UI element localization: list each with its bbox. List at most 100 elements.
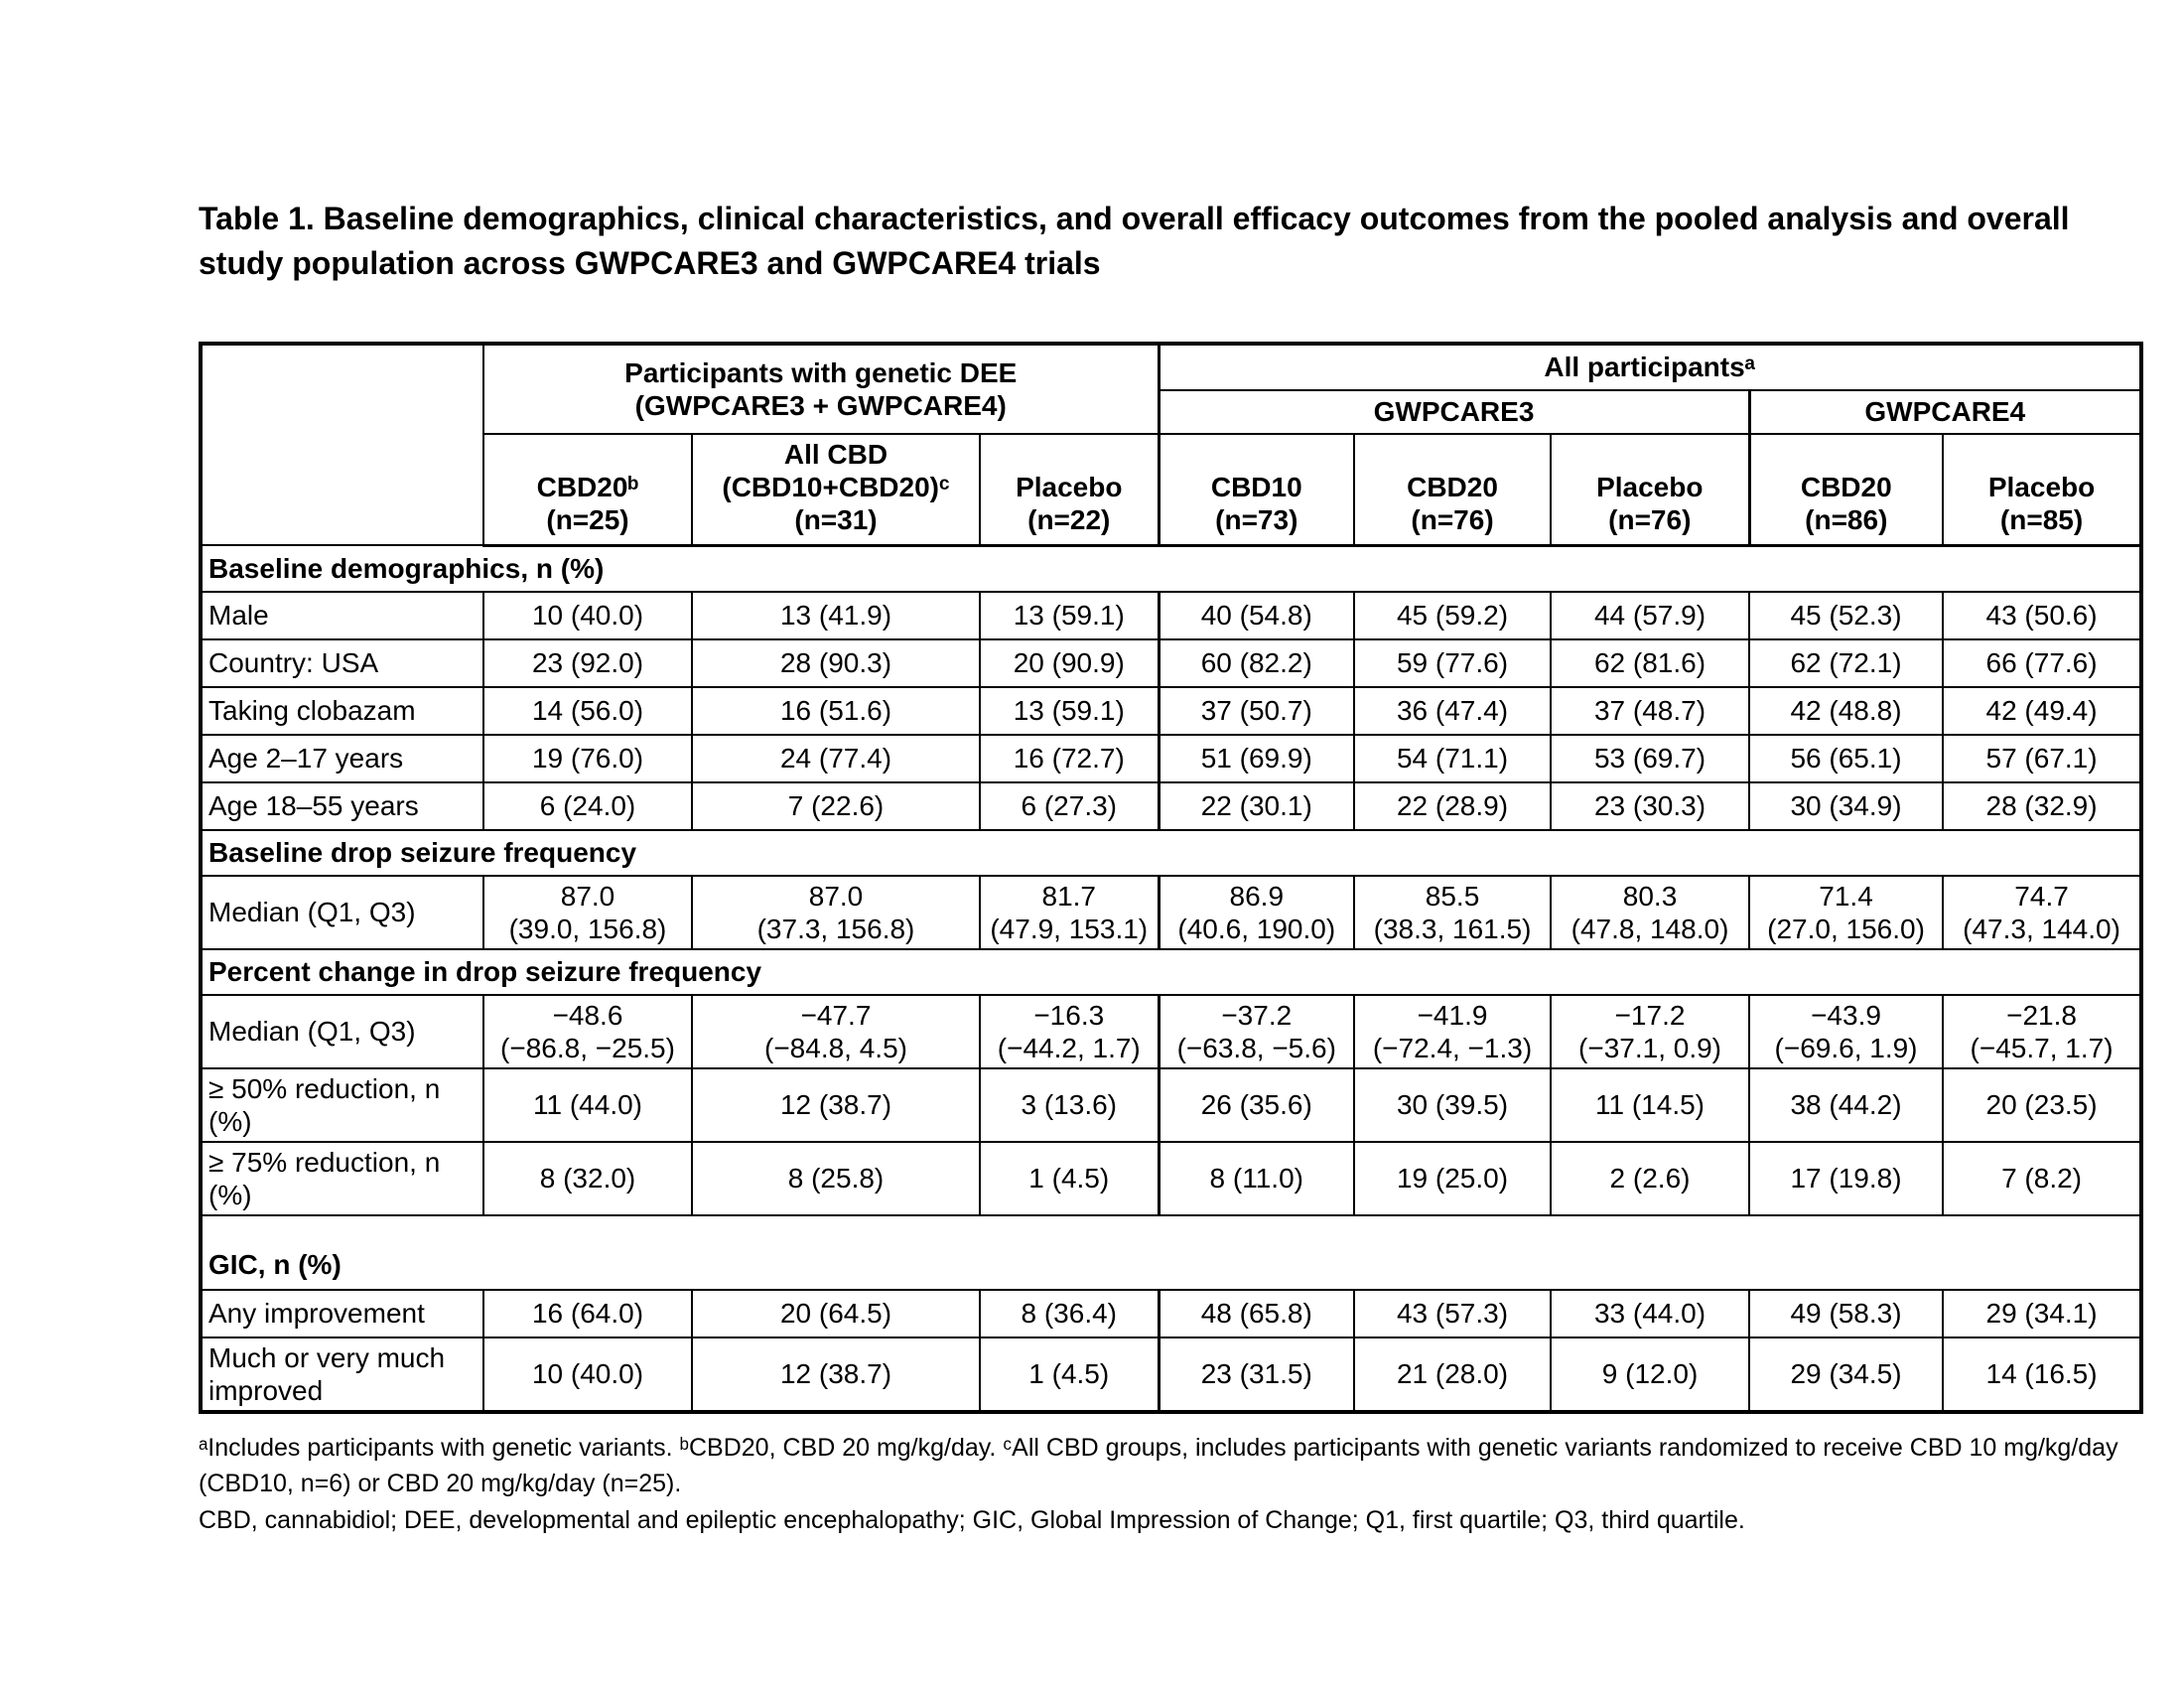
table-row: Age 2–17 years 19 (76.0) 24 (77.4) 16 (72.7… <box>200 733 2143 783</box>
value-cell: 8 (36.4) <box>978 1288 1160 1338</box>
value-cell: 59 (77.6) <box>1353 637 1553 688</box>
value-cell: 30 (34.9) <box>1748 780 1945 831</box>
value-cell: 30 (39.5) <box>1353 1066 1553 1143</box>
row-label: Age 2–17 years <box>200 733 484 783</box>
value-cell: 1 (4.5) <box>978 1336 1160 1414</box>
value-cell: 19 (25.0) <box>1353 1140 1553 1216</box>
value-cell: 11 (14.5) <box>1550 1066 1751 1143</box>
value-cell: 87.0 (37.3, 156.8) <box>691 874 981 950</box>
value-cell: 81.7 (47.9, 153.1) <box>978 874 1160 950</box>
row-label: Male <box>200 590 484 640</box>
section-title: Baseline drop seizure frequency <box>199 828 2143 877</box>
value-cell: 11 (44.0) <box>482 1066 693 1143</box>
table-row: Male 10 (40.0) 13 (41.9) 13 (59.1) 40 (54.8)… <box>200 590 2143 640</box>
table-row: ≥ 75% reduction, n (%) 8 (32.0) 8 (25.8) 1 … <box>200 1140 2143 1216</box>
value-cell: 45 (52.3) <box>1748 590 1945 640</box>
value-cell: 60 (82.2) <box>1157 637 1356 688</box>
value-cell: 56 (65.1) <box>1748 733 1945 783</box>
table-row: Taking clobazam 14 (56.0) 16 (51.6) 13 (59.… <box>200 685 2143 736</box>
header-col-arm: CBD20 (n=86) <box>1747 432 1945 547</box>
value-cell: 48 (65.8) <box>1157 1288 1356 1338</box>
table-row: Much or very much improved 10 (40.0) 12 (3… <box>200 1336 2143 1414</box>
value-cell: 33 (44.0) <box>1550 1288 1751 1338</box>
footnotes: ᵃIncludes participants with genetic vari… <box>199 1430 2159 1538</box>
value-cell: 16 (51.6) <box>691 685 981 736</box>
header-col-arm: Placebo (n=76) <box>1550 432 1751 547</box>
value-cell: 28 (90.3) <box>691 637 981 688</box>
header-col-arm: CBD10 (n=73) <box>1157 432 1356 547</box>
table-row: Median (Q1, Q3) 87.0 (39.0, 156.8) 87.0 (37.… <box>200 874 2143 950</box>
value-cell: 23 (92.0) <box>482 637 693 688</box>
row-label: ≥ 50% reduction, n (%) <box>200 1066 484 1143</box>
table-body: Baseline demographics, n (%) Male 10 (40.0… <box>199 544 2143 1414</box>
value-cell: 43 (50.6) <box>1942 590 2143 640</box>
row-label: ≥ 75% reduction, n (%) <box>200 1140 484 1216</box>
value-cell: 42 (48.8) <box>1748 685 1945 736</box>
value-cell: −37.2 (−63.8, −5.6) <box>1157 993 1356 1069</box>
section-header-row: Percent change in drop seizure frequency <box>199 947 2143 996</box>
value-cell: 62 (72.1) <box>1748 637 1945 688</box>
value-cell: 28 (32.9) <box>1942 780 2143 831</box>
value-cell: 12 (38.7) <box>691 1066 981 1143</box>
header-col-arm: CBD20 (n=76) <box>1353 432 1553 547</box>
value-cell: 12 (38.7) <box>691 1336 981 1414</box>
value-cell: 71.4 (27.0, 156.0) <box>1748 874 1945 950</box>
value-cell: 86.9 (40.6, 190.0) <box>1157 874 1356 950</box>
section-title: GIC, n (%) <box>199 1213 2143 1291</box>
value-cell: 37 (50.7) <box>1157 685 1356 736</box>
section-title: Percent change in drop seizure frequency <box>199 947 2143 996</box>
section-header-row: Baseline demographics, n (%) <box>199 544 2143 593</box>
value-cell: 1 (4.5) <box>978 1140 1160 1216</box>
value-cell: 87.0 (39.0, 156.8) <box>482 874 693 950</box>
header-row-arms: CBD20ᵇ (n=25) All CBD (CBD10+CBD20)ᶜ (n=31) P… <box>201 432 2143 547</box>
row-label: Median (Q1, Q3) <box>200 993 484 1069</box>
value-cell: 7 (8.2) <box>1942 1140 2143 1216</box>
value-cell: 19 (76.0) <box>482 733 693 783</box>
row-label: Much or very much improved <box>200 1336 484 1414</box>
value-cell: 6 (27.3) <box>978 780 1160 831</box>
value-cell: −41.9 (−72.4, −1.3) <box>1353 993 1553 1069</box>
value-cell: 62 (81.6) <box>1550 637 1751 688</box>
header-col-arm: CBD20ᵇ (n=25) <box>482 432 693 547</box>
value-cell: 80.3 (47.8, 148.0) <box>1550 874 1751 950</box>
value-cell: 38 (44.2) <box>1748 1066 1945 1143</box>
value-cell: 16 (72.7) <box>978 733 1160 783</box>
row-label: Age 18–55 years <box>200 780 484 831</box>
value-cell: 8 (11.0) <box>1157 1140 1356 1216</box>
table-title: Table 1. Baseline demographics, clinical… <box>199 201 2070 281</box>
header-col-arm: Placebo (n=85) <box>1942 432 2143 547</box>
section-header-row: GIC, n (%) <box>199 1213 2143 1291</box>
value-cell: 20 (90.9) <box>978 637 1160 688</box>
value-cell: 45 (59.2) <box>1353 590 1553 640</box>
value-cell: 20 (23.5) <box>1942 1066 2143 1143</box>
value-cell: 13 (59.1) <box>978 590 1160 640</box>
value-cell: 22 (28.9) <box>1353 780 1553 831</box>
value-cell: 85.5 (38.3, 161.5) <box>1353 874 1553 950</box>
value-cell: 20 (64.5) <box>691 1288 981 1338</box>
header-trial-gwpcare4: GWPCARE4 <box>1747 388 2143 435</box>
value-cell: −47.7 (−84.8, 4.5) <box>691 993 981 1069</box>
value-cell: 44 (57.9) <box>1550 590 1751 640</box>
section-title: Baseline demographics, n (%) <box>199 544 2143 593</box>
header-trial-gwpcare3: GWPCARE3 <box>1157 388 1751 435</box>
value-cell: 40 (54.8) <box>1157 590 1356 640</box>
header-row-groups: Participants with genetic DEE (GWPCARE3 +… <box>200 342 2143 547</box>
value-cell: 14 (16.5) <box>1942 1336 2143 1414</box>
table-header: Participants with genetic DEE (GWPCARE3 +… <box>200 342 2143 547</box>
data-table: Participants with genetic DEE (GWPCARE3 +… <box>199 341 2144 1414</box>
header-row-trials: GWPCARE3 GWPCARE4 <box>201 388 2143 435</box>
value-cell: 49 (58.3) <box>1748 1288 1945 1338</box>
value-cell: 10 (40.0) <box>482 1336 693 1414</box>
value-cell: 13 (41.9) <box>691 590 981 640</box>
value-cell: 14 (56.0) <box>482 685 693 736</box>
value-cell: −48.6 (−86.8, −25.5) <box>482 993 693 1069</box>
header-col-arm: All CBD (CBD10+CBD20)ᶜ (n=31) <box>691 432 981 547</box>
value-cell: 36 (47.4) <box>1353 685 1553 736</box>
row-label: Taking clobazam <box>200 685 484 736</box>
value-cell: 3 (13.6) <box>978 1066 1160 1143</box>
value-cell: 10 (40.0) <box>482 590 693 640</box>
value-cell: 43 (57.3) <box>1353 1288 1553 1338</box>
section-header-row: Baseline drop seizure frequency <box>199 828 2143 877</box>
row-label: Any improvement <box>200 1288 484 1338</box>
footnote-definitions-abc: ᵃIncludes participants with genetic vari… <box>199 1434 2118 1498</box>
